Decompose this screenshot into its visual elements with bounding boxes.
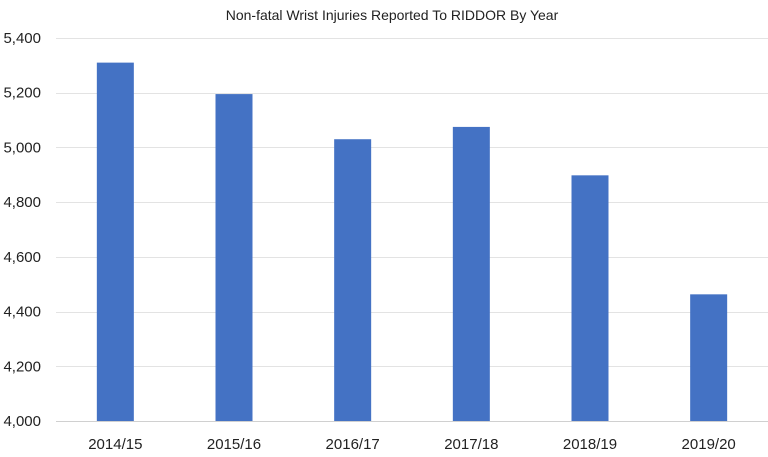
y-tick-label: 4,600	[3, 249, 41, 266]
bar	[571, 175, 609, 421]
y-axis-tick-labels: 4,000 4,200 4,400 4,600 4,800 5,000 5,200 5,400	[3, 30, 41, 430]
y-tick-label: 5,000	[3, 139, 41, 156]
bar	[334, 139, 372, 421]
bars	[96, 62, 728, 422]
y-tick-label: 4,400	[3, 304, 41, 321]
y-tick-label: 5,400	[3, 30, 41, 47]
y-tick-label: 5,200	[3, 85, 41, 102]
bar	[690, 294, 728, 421]
x-tick-label: 2014/15	[88, 436, 142, 453]
y-tick-label: 4,200	[3, 358, 41, 375]
x-tick-label: 2018/19	[563, 436, 617, 453]
bar	[215, 94, 253, 421]
gridlines	[56, 38, 768, 422]
x-axis-tick-labels: 2014/15 2015/16 2016/17 2017/18 2018/19 2019/…	[88, 436, 736, 453]
bar	[96, 62, 134, 421]
x-tick-label: 2019/20	[682, 436, 736, 453]
x-tick-label: 2017/18	[444, 436, 498, 453]
bar	[452, 126, 490, 422]
chart-title: Non-fatal Wrist Injuries Reported To RID…	[226, 7, 559, 23]
y-tick-label: 4,000	[3, 413, 41, 430]
x-tick-label: 2015/16	[207, 436, 261, 453]
y-tick-label: 4,800	[3, 194, 41, 211]
x-tick-label: 2016/17	[326, 436, 380, 453]
